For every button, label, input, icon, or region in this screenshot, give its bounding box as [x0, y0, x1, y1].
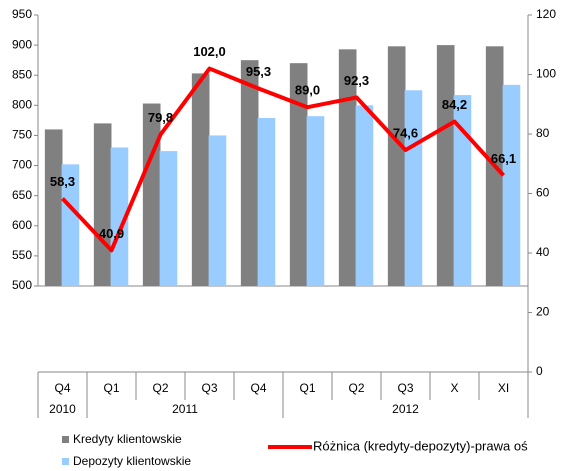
- data-label: 92,3: [344, 73, 369, 88]
- bar: [306, 116, 325, 286]
- bar: [142, 103, 161, 286]
- legend-label: Różnica (kredyty-depozyty)-prawa oś: [313, 438, 528, 453]
- x-tick-label: Q1: [103, 381, 119, 395]
- x-tick-label: Q4: [250, 381, 266, 395]
- y-tick-label: 850: [12, 67, 32, 81]
- y2-tick-label: 20: [536, 305, 550, 319]
- bar: [502, 84, 521, 286]
- y-tick-label: 900: [12, 37, 32, 51]
- x-tick-label: XI: [498, 381, 509, 395]
- x-tick-label: Q1: [299, 381, 315, 395]
- legend-label: Depozyty klientowskie: [73, 454, 191, 468]
- bar: [240, 60, 259, 286]
- x-tick-label: X: [450, 381, 458, 395]
- x-group-label: 2012: [392, 402, 419, 416]
- y-tick-label: 600: [12, 218, 32, 232]
- y2-tick-label: 0: [536, 364, 543, 378]
- data-label: 79,8: [148, 110, 173, 125]
- y2-tick-label: 80: [536, 126, 550, 140]
- bar: [355, 105, 374, 286]
- x-group-label: 2010: [49, 402, 76, 416]
- y-tick-label: 800: [12, 98, 32, 112]
- data-label: 58,3: [50, 174, 75, 189]
- bar: [289, 63, 308, 286]
- line: [61, 66, 505, 253]
- bar: [44, 129, 63, 286]
- data-label: 74,6: [393, 126, 418, 141]
- bar: [387, 46, 406, 287]
- data-label: 102,0: [193, 44, 226, 59]
- data-label: 95,3: [246, 64, 271, 79]
- y-tick-label: 500: [12, 278, 32, 292]
- x-tick-label: Q2: [348, 381, 364, 395]
- data-label: 84,2: [442, 97, 467, 112]
- legend-label: Kredyty klientowskie: [73, 432, 182, 446]
- bar: [453, 95, 472, 287]
- y2-tick-label: 60: [536, 186, 550, 200]
- bar: [257, 117, 276, 286]
- y-tick-label: 650: [12, 188, 32, 202]
- bar: [191, 73, 210, 286]
- bar: [110, 147, 129, 286]
- bar: [159, 151, 178, 286]
- y2-tick-label: 120: [536, 7, 556, 21]
- x-tick-label: Q2: [152, 381, 168, 395]
- x-tick-label: Q4: [54, 381, 70, 395]
- data-label: 89,0: [295, 83, 320, 98]
- bar: [61, 164, 80, 286]
- y2-tick-label: 40: [536, 245, 550, 259]
- data-label: 66,1: [491, 151, 516, 166]
- legend-swatch: [62, 436, 69, 443]
- y-tick-label: 950: [12, 7, 32, 21]
- bar: [338, 49, 357, 287]
- x-tick-label: Q3: [201, 381, 217, 395]
- bar: [436, 45, 455, 286]
- bar: [93, 123, 112, 287]
- x-group-label: 2011: [172, 402, 198, 416]
- y2-tick-label: 100: [536, 67, 556, 81]
- data-label: 40,9: [99, 226, 124, 241]
- y-tick-label: 750: [12, 128, 32, 142]
- y-tick-label: 700: [12, 158, 32, 172]
- y-tick-label: 550: [12, 248, 32, 262]
- x-tick-label: Q3: [397, 381, 413, 395]
- bar: [208, 135, 227, 286]
- bar: [404, 90, 423, 287]
- legend-swatch: [62, 458, 69, 465]
